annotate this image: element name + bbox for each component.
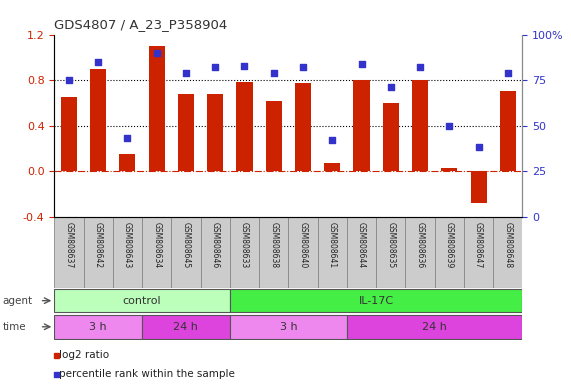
Bar: [353, 80, 369, 171]
Text: percentile rank within the sample: percentile rank within the sample: [59, 369, 235, 379]
Bar: [295, 83, 311, 171]
Bar: [441, 168, 457, 171]
Text: GSM808641: GSM808641: [328, 222, 337, 268]
Text: GDS4807 / A_23_P358904: GDS4807 / A_23_P358904: [54, 18, 227, 31]
Bar: [266, 101, 282, 171]
Point: [503, 70, 512, 76]
Bar: [383, 103, 399, 171]
Text: agent: agent: [3, 296, 33, 306]
Text: 3 h: 3 h: [280, 322, 297, 332]
Bar: [207, 94, 223, 171]
Text: GSM808635: GSM808635: [386, 222, 395, 268]
FancyBboxPatch shape: [142, 217, 171, 288]
FancyBboxPatch shape: [54, 217, 83, 288]
Bar: [412, 80, 428, 171]
Text: GSM808640: GSM808640: [299, 222, 308, 268]
Text: log2 ratio: log2 ratio: [59, 350, 110, 360]
FancyBboxPatch shape: [171, 217, 200, 288]
Bar: [178, 94, 194, 171]
Point: [299, 64, 308, 70]
FancyBboxPatch shape: [464, 217, 493, 288]
Text: GSM808639: GSM808639: [445, 222, 454, 268]
Bar: [236, 82, 252, 171]
Point: [328, 137, 337, 143]
Bar: [500, 91, 516, 171]
FancyBboxPatch shape: [54, 289, 230, 313]
Text: GSM808642: GSM808642: [94, 222, 103, 268]
Text: GSM808638: GSM808638: [269, 222, 278, 268]
Text: GSM808647: GSM808647: [474, 222, 483, 268]
Point: [152, 50, 161, 56]
Bar: [471, 171, 486, 203]
Point: [182, 70, 191, 76]
Text: 24 h: 24 h: [174, 322, 198, 332]
Text: GSM808644: GSM808644: [357, 222, 366, 268]
FancyBboxPatch shape: [54, 315, 142, 339]
FancyBboxPatch shape: [113, 217, 142, 288]
FancyBboxPatch shape: [230, 217, 259, 288]
Text: GSM808634: GSM808634: [152, 222, 161, 268]
FancyBboxPatch shape: [405, 217, 435, 288]
Bar: [90, 69, 106, 171]
Text: time: time: [3, 322, 26, 332]
Point: [445, 122, 454, 129]
Point: [240, 63, 249, 69]
Text: 3 h: 3 h: [89, 322, 107, 332]
Text: GSM808636: GSM808636: [416, 222, 425, 268]
FancyBboxPatch shape: [493, 217, 522, 288]
FancyBboxPatch shape: [347, 315, 522, 339]
Bar: [148, 46, 164, 171]
Point: [211, 64, 220, 70]
FancyBboxPatch shape: [288, 217, 317, 288]
Bar: [324, 163, 340, 171]
Bar: [61, 97, 77, 171]
Point: [94, 59, 103, 65]
Text: GSM808643: GSM808643: [123, 222, 132, 268]
Text: GSM808648: GSM808648: [503, 222, 512, 268]
FancyBboxPatch shape: [317, 217, 347, 288]
Text: GSM808645: GSM808645: [182, 222, 191, 268]
FancyBboxPatch shape: [435, 217, 464, 288]
Text: IL-17C: IL-17C: [359, 296, 394, 306]
FancyBboxPatch shape: [259, 217, 288, 288]
FancyBboxPatch shape: [200, 217, 230, 288]
FancyBboxPatch shape: [230, 289, 522, 313]
FancyBboxPatch shape: [230, 315, 347, 339]
Point: [269, 70, 278, 76]
Point: [386, 84, 395, 90]
FancyBboxPatch shape: [83, 217, 113, 288]
Bar: [119, 154, 135, 171]
FancyBboxPatch shape: [142, 315, 230, 339]
Text: GSM808633: GSM808633: [240, 222, 249, 268]
Text: 24 h: 24 h: [422, 322, 447, 332]
Point: [123, 135, 132, 141]
Text: GSM808637: GSM808637: [65, 222, 74, 268]
Point: [474, 144, 483, 151]
Point: [357, 61, 366, 67]
FancyBboxPatch shape: [347, 217, 376, 288]
Point: [416, 64, 425, 70]
FancyBboxPatch shape: [376, 217, 405, 288]
Text: control: control: [123, 296, 162, 306]
Text: GSM808646: GSM808646: [211, 222, 220, 268]
Point: [65, 77, 74, 83]
